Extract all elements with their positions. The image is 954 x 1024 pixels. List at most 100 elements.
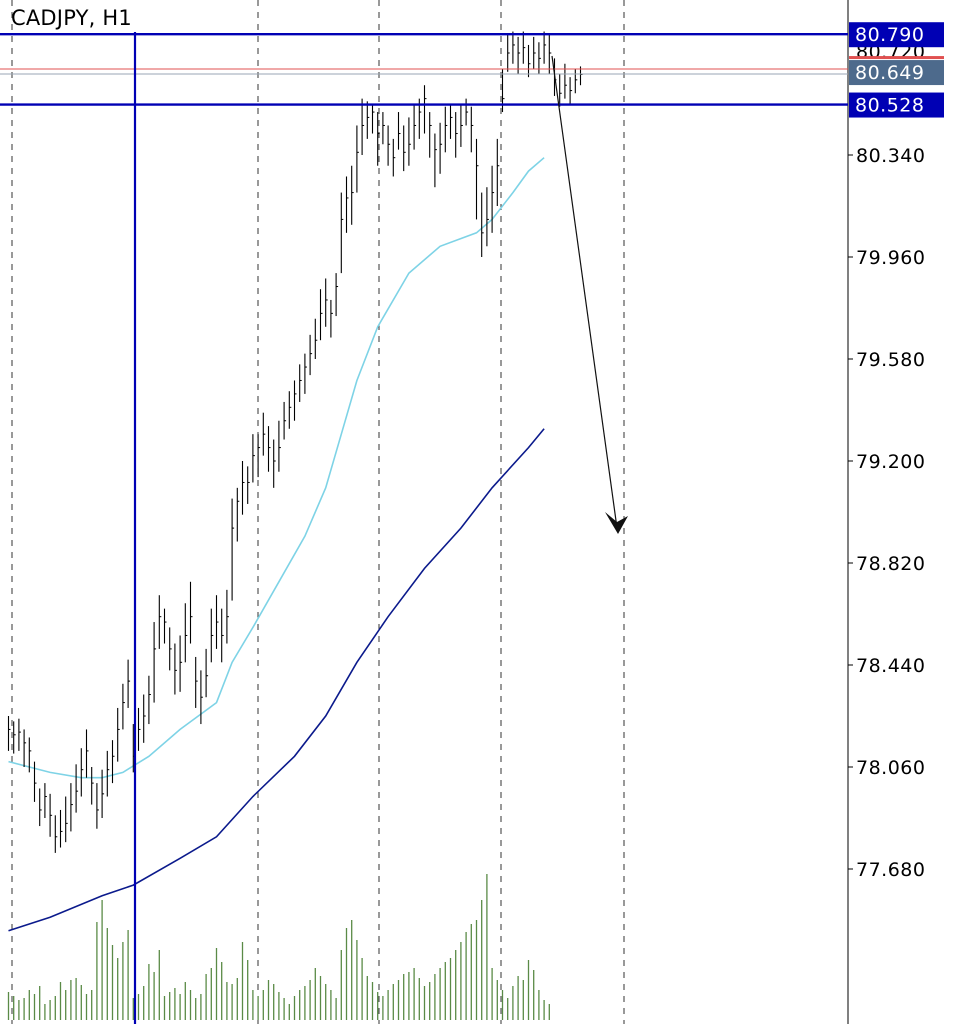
price-bar	[18, 718, 21, 751]
volume-histogram	[7, 874, 550, 1020]
price-bar	[408, 117, 411, 166]
price-bars	[7, 31, 583, 853]
price-bar	[262, 412, 266, 456]
moving-averages	[8, 157, 545, 932]
axis-tick-label: 80.340	[856, 145, 925, 167]
price-bar	[527, 44, 531, 78]
price-bar	[80, 748, 84, 797]
price-bar	[122, 683, 125, 730]
price-bar	[335, 273, 339, 317]
price-bar	[512, 31, 515, 64]
price-bar	[423, 85, 427, 134]
price-bar	[75, 764, 79, 813]
price-bar	[486, 187, 489, 247]
price-bar	[429, 112, 432, 158]
price-bar	[70, 783, 73, 832]
price-bar	[111, 740, 115, 784]
price-bar	[288, 391, 292, 429]
price-bar	[314, 318, 318, 359]
price-bar	[475, 138, 479, 220]
price-bar	[517, 36, 521, 75]
price-bar	[330, 299, 333, 338]
price-bar	[283, 401, 287, 440]
price-bar	[397, 112, 401, 150]
price-bar	[96, 783, 99, 829]
price-bar	[117, 707, 120, 762]
price-bar	[371, 104, 375, 134]
fast-ma-line	[8, 157, 545, 779]
price-bar	[7, 716, 11, 751]
price-bar	[574, 69, 578, 94]
price-bar	[403, 125, 406, 172]
price-bar	[460, 104, 463, 147]
arrow-head	[605, 512, 628, 534]
price-bar	[28, 737, 32, 773]
price-bar	[356, 125, 359, 193]
price-bar	[33, 761, 37, 802]
price-bar	[195, 656, 198, 708]
current-price-tag-box	[849, 60, 944, 86]
price-bar	[538, 42, 541, 75]
horizontal-levels[interactable]	[0, 33, 848, 106]
axis-tick-label: 78.060	[856, 757, 925, 779]
arrow-shaft	[551, 55, 618, 529]
price-bar	[54, 815, 58, 853]
grid-separators	[11, 0, 849, 1024]
price-bar	[215, 595, 219, 649]
price-bar	[496, 138, 500, 206]
price-bar	[91, 767, 94, 805]
price-bar	[299, 364, 302, 402]
price-bar	[13, 721, 16, 754]
price-bar	[179, 635, 183, 692]
price-bar	[65, 796, 68, 843]
price-bar	[221, 608, 224, 663]
current-price-tag: 80.649	[849, 60, 944, 86]
price-bar	[309, 334, 313, 376]
price-bar	[304, 353, 307, 394]
level-tag-lower-text: 80.528	[855, 95, 924, 117]
price-bar	[210, 608, 214, 663]
price-bar	[169, 627, 172, 671]
price-bar	[522, 31, 526, 64]
level-tag-upper: 80.790	[849, 22, 944, 48]
price-bar	[252, 434, 255, 483]
price-bar	[101, 769, 105, 818]
price-bar	[49, 793, 53, 837]
axis-tick-label: 77.680	[856, 859, 925, 881]
price-bar	[247, 466, 250, 504]
price-bar	[293, 380, 297, 421]
axis-tick-label: 79.200	[856, 451, 925, 473]
chart-symbol-title: CADJPY, H1	[11, 6, 132, 30]
price-bar	[455, 112, 458, 158]
price-bar	[533, 36, 536, 70]
price-bar	[548, 34, 552, 75]
price-bar	[158, 595, 162, 649]
price-bar	[205, 648, 209, 698]
price-bar	[319, 289, 323, 341]
axis-tick-label: 79.960	[856, 247, 925, 269]
price-bar	[189, 581, 193, 644]
level-tag-upper-box	[849, 22, 944, 48]
price-bar	[267, 426, 271, 472]
price-bar	[59, 809, 63, 848]
price-bar	[44, 783, 47, 818]
price-bar	[444, 106, 448, 153]
projection-arrow[interactable]	[551, 55, 628, 534]
ask-price-marker	[849, 56, 944, 60]
price-bar	[345, 176, 349, 233]
current-price-tag-text: 80.649	[855, 62, 924, 84]
price-bar	[153, 622, 157, 703]
price-bar	[366, 101, 370, 139]
price-bar	[382, 112, 385, 145]
price-bar	[470, 106, 474, 153]
level-tag-upper-text: 80.790	[855, 24, 924, 46]
axis-tick-label: 78.440	[856, 655, 925, 677]
price-bar	[257, 434, 261, 478]
price-bar	[106, 750, 110, 797]
axis-tick-label: 78.820	[856, 553, 925, 575]
price-axis: 80.340 79.960 79.580 79.200 78.820 78.440 78.0…	[848, 22, 944, 881]
price-bar	[231, 498, 235, 601]
price-bar	[491, 165, 495, 233]
slow-ma-line	[8, 428, 545, 932]
